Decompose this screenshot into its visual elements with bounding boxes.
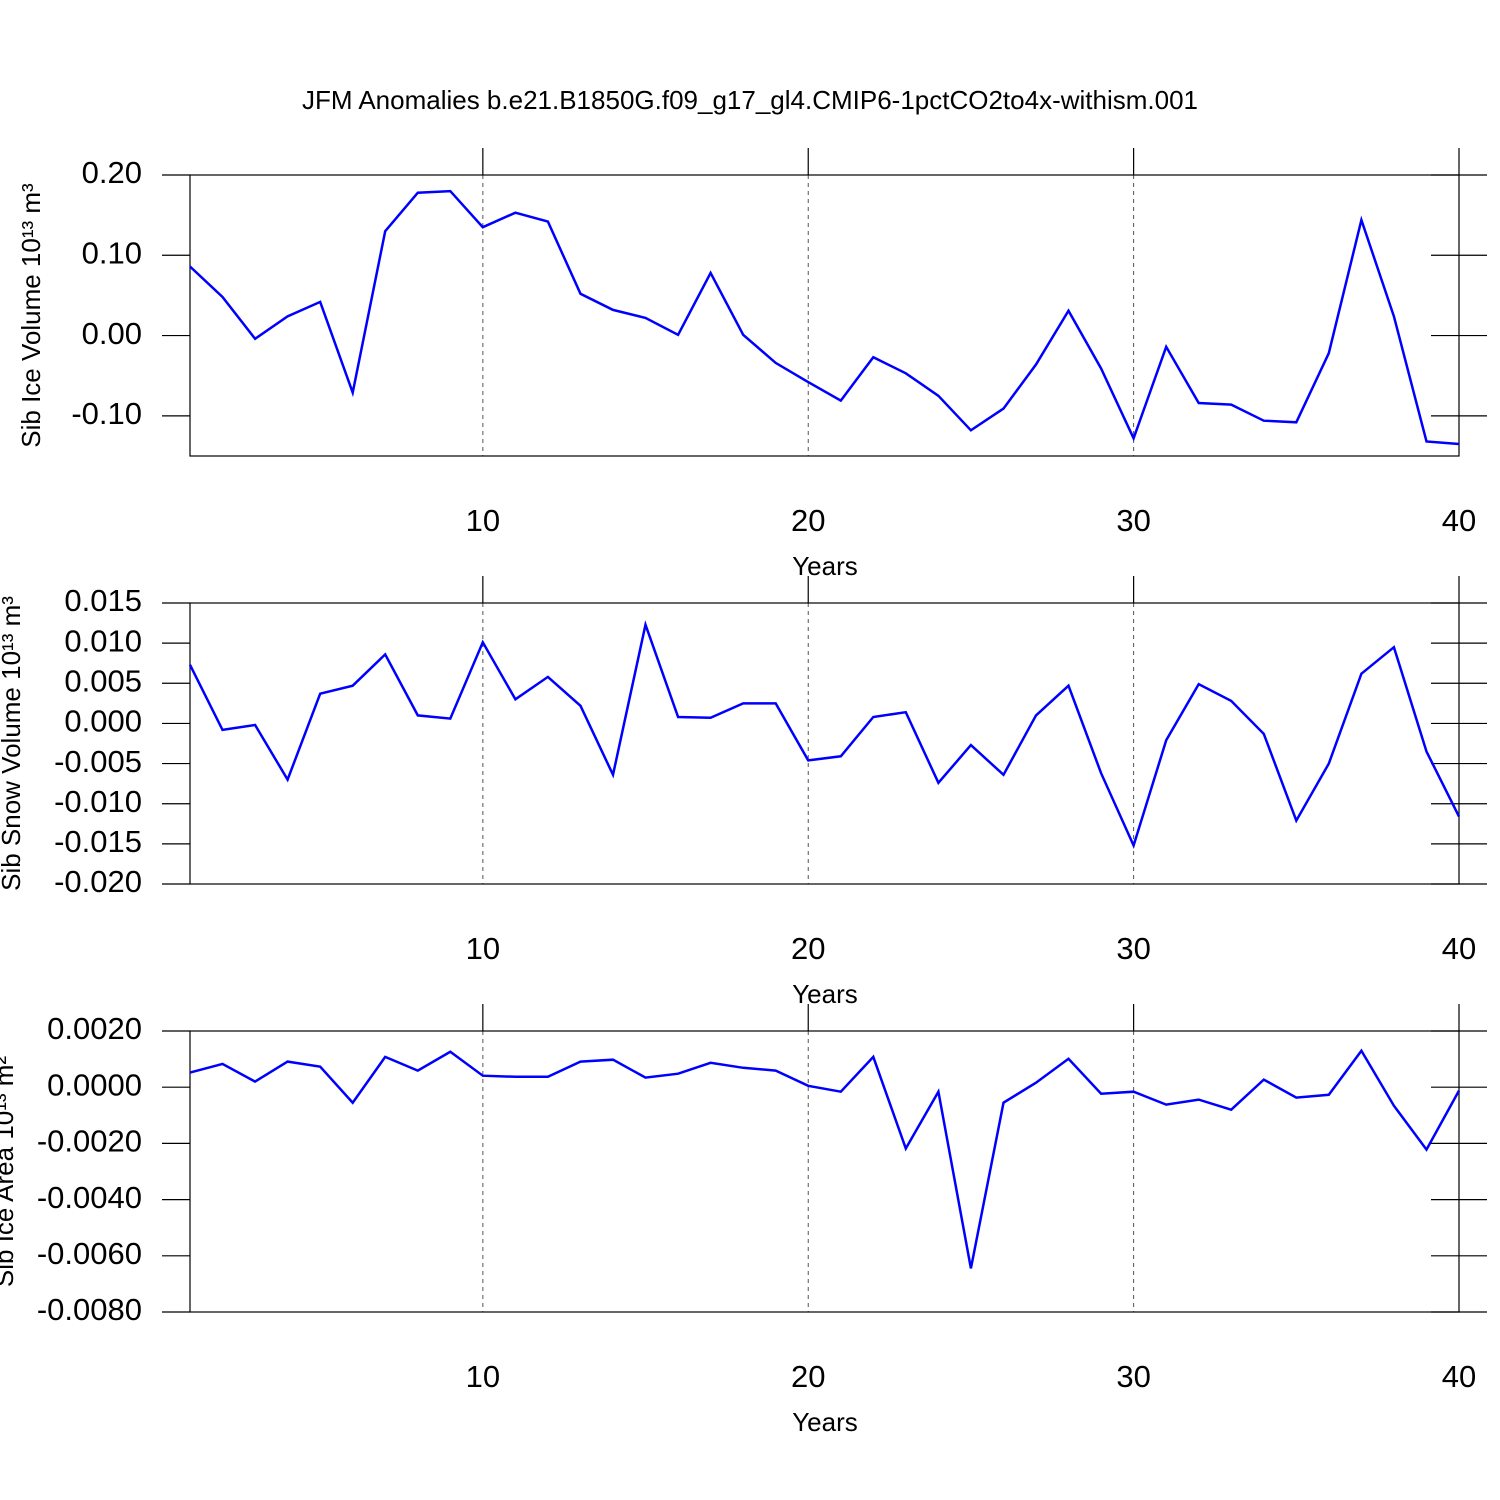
y-tick-label: 0.20 [82,155,142,190]
y-tick-label: -0.0080 [37,1292,142,1327]
y-tick-label: -0.005 [54,744,142,779]
x-tick-label: 10 [466,931,500,966]
y-tick-label: 0.015 [64,583,142,618]
y-tick-label: 0.0020 [47,1011,142,1046]
x-tick-label: 10 [466,503,500,538]
x-tick-label: 10 [466,1359,500,1394]
y-tick-label: -0.020 [54,864,142,899]
y-tick-label: 0.000 [64,704,142,739]
y-tick-label: -0.0060 [37,1236,142,1271]
x-tick-label: 20 [791,503,825,538]
y-tick-label: -0.015 [54,824,142,859]
y-axis-label: Sib Ice Area 10¹³ m² [0,1056,19,1288]
y-tick-label: 0.005 [64,663,142,698]
x-tick-label: 20 [791,1359,825,1394]
y-axis-label: Sib Ice Volume 10¹³ m³ [16,183,46,448]
data-line [188,620,1461,850]
y-tick-label: -0.10 [71,396,142,431]
x-axis-label: Years [792,551,858,581]
y-axis-label: Sib Snow Volume 10¹³ m³ [0,596,26,891]
x-tick-label: 30 [1116,503,1150,538]
chart-title: JFM Anomalies b.e21.B1850G.f09_g17_gl4.C… [302,85,1198,115]
plot-frame [189,1030,1460,1313]
y-tick-label: -0.010 [54,784,142,819]
y-tick-label: 0.00 [82,316,142,351]
plot-frame [189,174,1460,457]
x-tick-label: 30 [1116,931,1150,966]
x-tick-label: 40 [1442,503,1476,538]
y-tick-label: 0.010 [64,623,142,658]
data-line [189,1048,1461,1269]
plot-frame [189,602,1460,885]
data-line [189,189,1460,446]
y-tick-label: -0.0040 [37,1180,142,1215]
x-tick-label: 30 [1116,1359,1150,1394]
x-axis-label: Years [792,979,858,1009]
y-tick-label: -0.0020 [37,1124,142,1159]
x-tick-label: 40 [1442,931,1476,966]
y-tick-label: 0.10 [82,235,142,270]
y-tick-label: 0.0000 [47,1067,142,1102]
x-axis-label: Years [792,1407,858,1437]
x-tick-label: 20 [791,931,825,966]
x-tick-label: 40 [1442,1359,1476,1394]
